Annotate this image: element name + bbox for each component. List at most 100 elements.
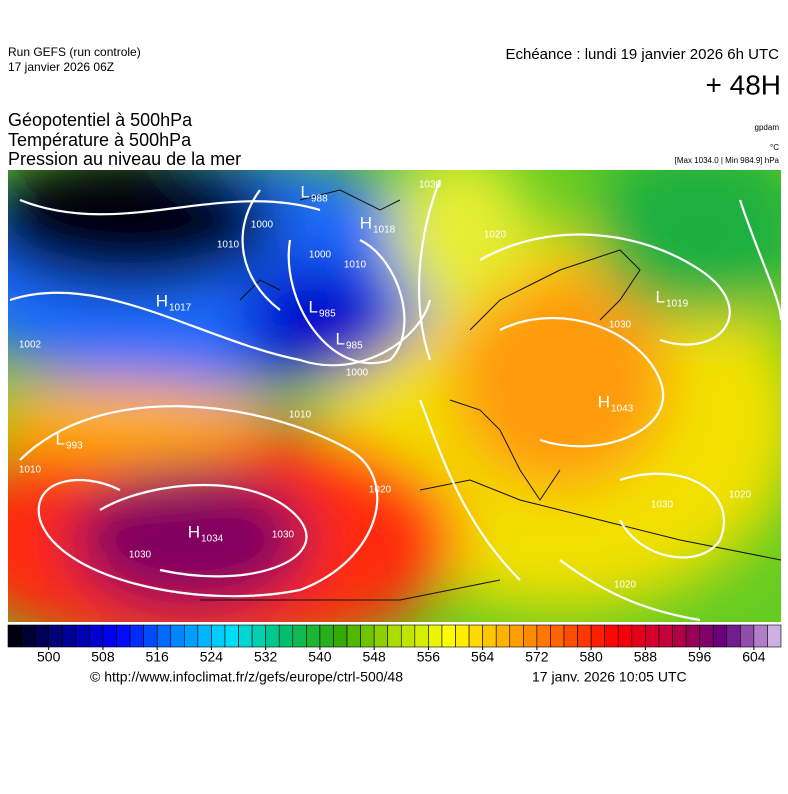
colorbar-tick-label: 532 bbox=[254, 649, 278, 665]
colorbar-cell bbox=[387, 624, 402, 648]
center-type: L bbox=[656, 287, 665, 306]
colorbar-cell bbox=[482, 624, 497, 648]
isobar-label: 1030 bbox=[651, 500, 674, 511]
colorbar-cell bbox=[346, 624, 361, 648]
colorbar-cell bbox=[21, 624, 36, 648]
colorbar-cell bbox=[617, 624, 633, 648]
isobar-label: 1020 bbox=[729, 490, 752, 501]
center-value: 1034 bbox=[201, 534, 224, 545]
center-value: 985 bbox=[346, 341, 363, 352]
colorbar-tick-label: 588 bbox=[634, 649, 658, 665]
isobar-label: 1010 bbox=[344, 260, 367, 271]
colorbar-cell bbox=[550, 624, 565, 648]
isobar-labels: 1002 1010 1000 1000 1010 1000 1010 1010 1020 1030… bbox=[19, 180, 752, 591]
colorbar-cell bbox=[740, 624, 755, 648]
colorbar-cell bbox=[333, 624, 348, 648]
center-value: 988 bbox=[311, 194, 328, 205]
colorbar-cell bbox=[726, 624, 741, 648]
colorbar-tick-label: 564 bbox=[471, 649, 495, 665]
echeance: Echéance : lundi 19 janvier 2026 6h UTC bbox=[505, 46, 779, 63]
isobar-label: 1010 bbox=[217, 240, 240, 251]
colorbar-cell bbox=[61, 624, 77, 648]
colorbar-cell bbox=[753, 624, 768, 648]
colorbar-cell bbox=[631, 624, 646, 648]
isobar-label: 1000 bbox=[251, 220, 274, 231]
center-type: L bbox=[336, 329, 345, 348]
colorbar-cell bbox=[590, 624, 606, 648]
colorbar-cell bbox=[455, 624, 470, 648]
colorbar-tick-label: 572 bbox=[525, 649, 549, 665]
colorbar: 500 508 516 524 532 540 548 556 564 572 580 588 596 6… bbox=[7, 624, 782, 665]
isobar-label: 1030 bbox=[419, 180, 442, 191]
colorbar-cell bbox=[156, 624, 172, 648]
center-value: 985 bbox=[319, 309, 336, 320]
colorbar-cell bbox=[183, 624, 199, 648]
colorbar-cell bbox=[48, 624, 63, 648]
colorbar-cell bbox=[34, 624, 49, 648]
colorbar-cell bbox=[7, 624, 22, 648]
colorbar-cell bbox=[224, 624, 239, 648]
colorbar-tick-label: 548 bbox=[362, 649, 386, 665]
center-type: H bbox=[598, 392, 610, 411]
colorbar-cell bbox=[495, 624, 511, 648]
isobar-label: 1010 bbox=[19, 465, 42, 476]
isobar-label: 1030 bbox=[272, 530, 295, 541]
colorbar-cell bbox=[75, 624, 90, 648]
colorbar-cell bbox=[102, 624, 117, 648]
colorbar-cell bbox=[523, 624, 538, 648]
title: Pression au niveau de la mer bbox=[8, 149, 241, 169]
isobar-label: 1010 bbox=[289, 410, 312, 421]
colorbar-tick-label: 508 bbox=[91, 649, 115, 665]
center-value: 993 bbox=[66, 441, 83, 452]
colorbar-cell bbox=[441, 624, 456, 648]
unit: [Max 1034.0 | Min 984.9] hPa bbox=[675, 156, 780, 165]
title: Température à 500hPa bbox=[8, 130, 192, 150]
title: Géopotentiel à 500hPa bbox=[8, 110, 193, 130]
colorbar-cell bbox=[373, 624, 389, 648]
colorbar-cell bbox=[211, 624, 226, 648]
colorbar-cell bbox=[400, 624, 416, 648]
colorbar-tick-label: 540 bbox=[308, 649, 332, 665]
colorbar-cell bbox=[278, 624, 294, 648]
colorbar-cell bbox=[319, 624, 334, 648]
lead-time: + 48H bbox=[706, 69, 782, 100]
isobar-label: 1000 bbox=[309, 250, 332, 261]
center-type: L bbox=[301, 182, 310, 201]
center-type: L bbox=[309, 297, 318, 316]
run: Run GEFS (run controle) bbox=[8, 45, 141, 59]
colorbar-cell bbox=[360, 624, 375, 648]
colorbar-cell bbox=[89, 624, 104, 648]
colorbar-cell bbox=[509, 624, 524, 648]
colorbar-tick-label: 580 bbox=[579, 649, 603, 665]
colorbar-cell bbox=[143, 624, 158, 648]
colorbar-tick-label: 500 bbox=[37, 649, 61, 665]
center-type: L bbox=[56, 429, 65, 448]
colorbar-cell bbox=[672, 624, 687, 648]
colorbar-cell bbox=[197, 624, 212, 648]
center-type: H bbox=[360, 213, 372, 232]
colorbar-cell bbox=[685, 624, 700, 648]
colorbar-cell bbox=[767, 624, 782, 648]
colorbar-cell bbox=[251, 624, 266, 648]
center-value: 1043 bbox=[611, 404, 634, 415]
colorbar-tick-label: 556 bbox=[417, 649, 441, 665]
colorbar-cell bbox=[116, 624, 131, 648]
colorbar-cell bbox=[428, 624, 443, 648]
colorbar-cell bbox=[129, 624, 144, 648]
center-value: 1017 bbox=[169, 303, 192, 314]
colorbar-tick-label: 524 bbox=[200, 649, 224, 665]
colorbar-tick-label: 596 bbox=[688, 649, 712, 665]
isobar-label: 1002 bbox=[19, 340, 42, 351]
map bbox=[8, 170, 781, 622]
run-date: 17 janvier 2026 06Z bbox=[8, 60, 114, 74]
source-url: © http://www.infoclimat.fr/z/gefs/europe… bbox=[90, 669, 403, 685]
timestamp: 17 janv. 2026 10:05 UTC bbox=[532, 669, 687, 685]
isobar-label: 1020 bbox=[484, 230, 507, 241]
colorbar-cell bbox=[292, 624, 307, 648]
colorbar-tick-label: 516 bbox=[145, 649, 169, 665]
colorbar-cell bbox=[645, 624, 660, 648]
unit: °C bbox=[770, 143, 779, 152]
colorbar-tick-label: 604 bbox=[742, 649, 766, 665]
